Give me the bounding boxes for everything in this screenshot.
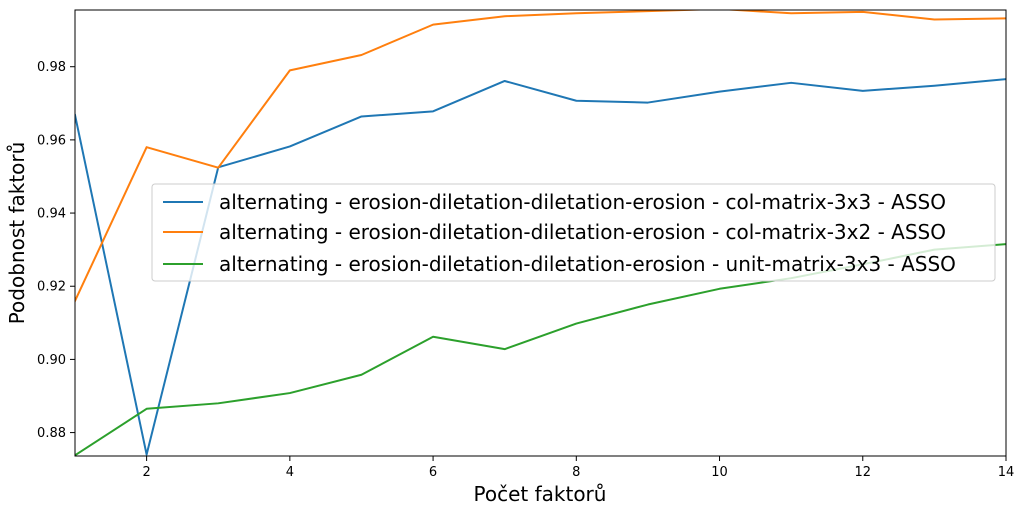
legend-label-1: alternating - erosion-diletation-diletat…	[219, 190, 946, 214]
x-tick-label: 10	[711, 465, 728, 480]
legend-label-2: alternating - erosion-diletation-diletat…	[219, 220, 946, 244]
x-tick-label: 6	[429, 465, 437, 480]
y-tick-label: 0.96	[37, 133, 66, 148]
plot-area	[74, 9, 1007, 457]
series-line-2	[75, 10, 1006, 303]
y-tick-label: 0.94	[37, 207, 66, 222]
y-tick-label: 0.92	[37, 280, 66, 295]
x-tick-label: 8	[572, 465, 580, 480]
x-tick-label: 4	[286, 465, 294, 480]
legend: alternating - erosion-diletation-diletat…	[151, 183, 996, 282]
y-tick-label: 0.98	[37, 60, 66, 75]
x-tick-label: 12	[854, 465, 871, 480]
axis-ticks: 2 4 6 8 10 12 14 0.88 0.90 0.92 0.94 0.96 0.98	[37, 60, 1014, 480]
x-tick-label: 2	[142, 465, 150, 480]
y-tick-label: 0.88	[37, 426, 66, 441]
y-tick-label: 0.90	[37, 353, 66, 368]
x-axis-label: Počet faktorů	[474, 482, 607, 506]
legend-box	[151, 183, 996, 282]
legend-items: alternating - erosion-diletation-diletat…	[163, 190, 956, 276]
x-tick-label: 14	[998, 465, 1015, 480]
y-axis-label: Podobnost faktorů	[5, 142, 29, 325]
series-line-1	[75, 78, 1006, 456]
legend-label-3: alternating - erosion-diletation-diletat…	[219, 252, 956, 276]
